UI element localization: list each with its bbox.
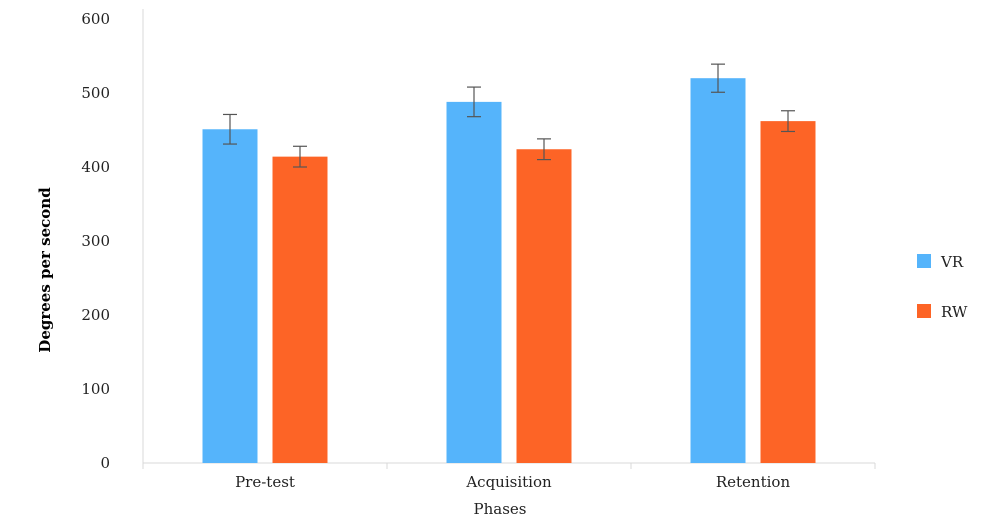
legend-swatch-rw xyxy=(917,304,931,318)
error-bars xyxy=(223,63,795,168)
y-tick-label: 400 xyxy=(81,158,110,176)
x-axis: Pre-test Acquisition Retention xyxy=(142,462,876,491)
error-bar-rw-pre-test xyxy=(293,145,307,168)
legend: VR RW xyxy=(917,253,968,321)
x-tick-label: Retention xyxy=(716,473,791,491)
y-tick-label: 600 xyxy=(81,10,110,28)
y-tick-label: 0 xyxy=(100,454,110,472)
y-tick-label: 500 xyxy=(81,84,110,102)
error-bar-vr-retention xyxy=(711,63,725,93)
bar-rw-acquisition xyxy=(516,149,572,464)
y-axis: 0 100 200 300 400 500 600 xyxy=(81,9,144,472)
x-tick-label: Pre-test xyxy=(235,473,295,491)
x-tick-label: Acquisition xyxy=(465,473,552,491)
legend-swatch-vr xyxy=(917,254,931,268)
error-bar-rw-retention xyxy=(781,110,795,133)
error-bar-vr-pre-test xyxy=(223,113,237,145)
error-bar-rw-acquisition xyxy=(537,138,551,161)
y-tick-label: 200 xyxy=(81,306,110,324)
y-axis-title: Degrees per second xyxy=(36,187,54,353)
y-tick-label: 300 xyxy=(81,232,110,250)
bar-vr-pre-test xyxy=(202,129,258,463)
error-bar-vr-acquisition xyxy=(467,86,481,118)
bar-vr-retention xyxy=(690,78,746,463)
legend-label-rw: RW xyxy=(941,303,968,321)
x-axis-title: Phases xyxy=(474,500,527,518)
y-tick-label: 100 xyxy=(81,380,110,398)
bar-rw-pre-test xyxy=(272,156,328,463)
bars xyxy=(202,78,816,464)
bar-rw-retention xyxy=(760,121,816,464)
legend-label-vr: VR xyxy=(940,253,964,271)
bar-vr-acquisition xyxy=(446,101,502,463)
